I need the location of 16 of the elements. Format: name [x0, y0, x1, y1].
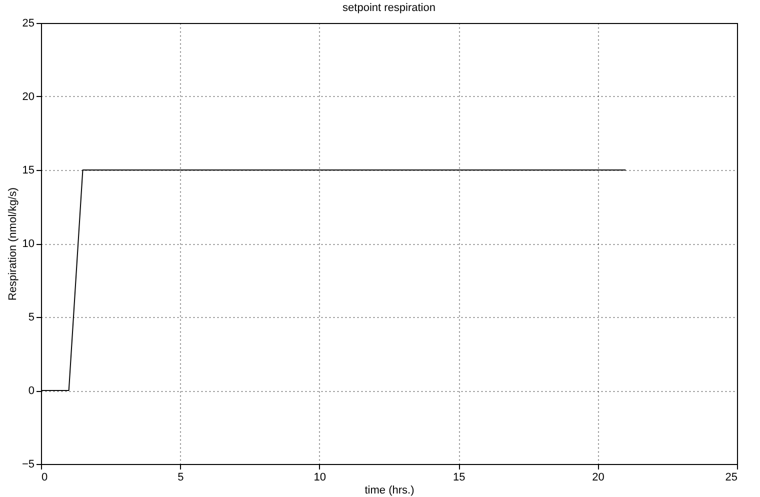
y-tick-label: 5 [28, 312, 34, 324]
x-tick-label: 5 [178, 472, 184, 484]
y-tick-label: 15 [22, 164, 34, 176]
y-tick-label: 20 [22, 91, 34, 103]
y-tick-label: 25 [22, 18, 34, 30]
x-tick-label: 25 [725, 472, 738, 484]
x-tick-label: 0 [42, 472, 48, 484]
x-tick-label: 10 [314, 472, 326, 484]
y-tick-label: 0 [28, 385, 34, 397]
x-tick-label: 20 [592, 472, 604, 484]
y-tick-label: 10 [22, 238, 34, 250]
chart-title: setpoint respiration [342, 2, 436, 14]
x-tick-label: 15 [452, 472, 466, 484]
y-tick-label: −5 [22, 458, 34, 470]
y-axis-title: Respiration (nmol/kg/s) [6, 187, 19, 301]
x-axis-title: time (hrs.) [364, 484, 414, 496]
